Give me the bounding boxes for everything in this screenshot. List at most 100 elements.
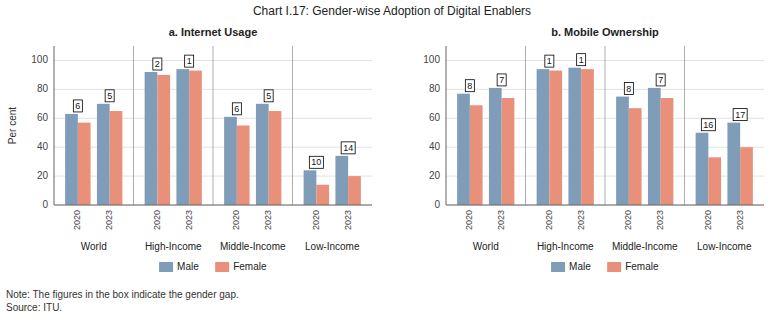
- x-tick-label: 2020: [544, 210, 554, 230]
- gap-label: 1: [187, 56, 192, 66]
- x-tick-label: 2020: [623, 210, 633, 230]
- bar: [568, 68, 581, 205]
- group-separator: [525, 46, 526, 205]
- bar: [727, 123, 740, 205]
- y-tick-label: 60: [429, 112, 441, 123]
- bar: [696, 133, 709, 205]
- group-separator: [605, 46, 606, 205]
- gap-label: 8: [626, 84, 631, 94]
- gap-box: [264, 90, 273, 102]
- group-separator: [133, 46, 134, 205]
- gap-label: 6: [234, 104, 239, 114]
- y-axis-line: [54, 46, 55, 205]
- gap-label-group: 17: [733, 109, 747, 121]
- group-label: High-Income: [537, 241, 594, 252]
- bars: [457, 68, 753, 205]
- gap-label-group: 7: [497, 74, 506, 86]
- note: Note: The figures in the box indicate th…: [6, 289, 239, 300]
- group-label: Low-Income: [697, 241, 752, 252]
- group-label: High-Income: [145, 241, 202, 252]
- bar: [269, 111, 282, 205]
- x-tick-label: 2023: [184, 210, 194, 230]
- gap-box: [545, 55, 554, 67]
- y-tick-label: 80: [37, 83, 49, 94]
- gap-box: [624, 83, 633, 95]
- y-tick-label: 40: [429, 141, 441, 152]
- bar: [502, 98, 515, 205]
- group-separator: [292, 46, 293, 205]
- gap-box: [577, 54, 586, 66]
- group-label: Low-Income: [305, 241, 360, 252]
- gap-box: [185, 55, 194, 67]
- bar: [457, 94, 470, 205]
- y-tick-label: 0: [434, 199, 440, 210]
- group-label: World: [473, 241, 499, 252]
- gap-label-group: 5: [105, 90, 114, 102]
- x-tick-label: 2020: [703, 210, 713, 230]
- gap-label: 8: [467, 81, 472, 91]
- bar: [581, 69, 594, 205]
- gap-box: [701, 119, 715, 131]
- gap-label: 1: [547, 56, 552, 66]
- grid-line: [54, 205, 372, 206]
- gap-label: 5: [266, 91, 271, 101]
- x-tick-label: 2020: [152, 210, 162, 230]
- x-tick-label: 2020: [311, 210, 321, 230]
- group-label: Middle-Income: [612, 241, 678, 252]
- legend-label: Female: [625, 261, 659, 272]
- legend: Male Female: [159, 261, 267, 272]
- legend-item: Female: [215, 261, 267, 272]
- gap-label: 10: [311, 157, 321, 167]
- panel-title: a. Internet Usage: [169, 26, 258, 38]
- gap-box: [153, 58, 162, 70]
- group-label: Middle-Income: [220, 241, 286, 252]
- gap-label-group: 1: [545, 55, 554, 67]
- y-tick-label: 60: [37, 112, 49, 123]
- gap-label: 7: [658, 75, 663, 85]
- x-tick-label: 2020: [464, 210, 474, 230]
- legend-item: Male: [551, 261, 591, 272]
- bar: [708, 157, 721, 205]
- gap-label-group: 14: [341, 142, 355, 154]
- bar: [537, 69, 550, 205]
- bar: [237, 126, 250, 206]
- bar: [348, 176, 361, 205]
- panel: b. Mobile Ownership020406080100871187161…: [423, 26, 764, 272]
- y-tick-label: 100: [423, 54, 440, 65]
- legend-label: Male: [569, 261, 591, 272]
- gap-label-group: 5: [264, 90, 273, 102]
- bar: [335, 156, 348, 205]
- group-label: World: [81, 241, 107, 252]
- y-axis-label: Per cent: [7, 107, 18, 144]
- gap-label-group: 6: [232, 103, 241, 115]
- legend-item: Male: [159, 261, 199, 272]
- legend-swatch: [607, 262, 621, 272]
- bar: [629, 108, 642, 205]
- x-tick-label: 2023: [104, 210, 114, 230]
- bar: [157, 75, 170, 205]
- legend-label: Male: [177, 261, 199, 272]
- gap-label-group: 2: [153, 58, 162, 70]
- legend: Male Female: [551, 261, 659, 272]
- bars: [65, 69, 361, 205]
- bar: [65, 114, 78, 205]
- gap-label-group: 6: [73, 100, 82, 112]
- bar: [661, 98, 674, 205]
- bar: [740, 147, 753, 205]
- bar: [176, 69, 189, 205]
- legend-swatch: [551, 262, 565, 272]
- bar: [489, 88, 502, 205]
- x-tick-label: 2023: [263, 210, 273, 230]
- y-tick-label: 20: [429, 170, 441, 181]
- y-tick-label: 40: [37, 141, 49, 152]
- bar: [256, 104, 269, 205]
- gap-label-group: 1: [577, 54, 586, 66]
- y-tick-label: 20: [37, 170, 49, 181]
- gap-label: 16: [703, 120, 713, 130]
- gap-box: [341, 142, 355, 154]
- gap-label-group: 1: [185, 55, 194, 67]
- gap-box: [656, 74, 665, 86]
- bar: [110, 111, 123, 205]
- x-tick-label: 2020: [72, 210, 82, 230]
- gap-label-group: 16: [701, 119, 715, 131]
